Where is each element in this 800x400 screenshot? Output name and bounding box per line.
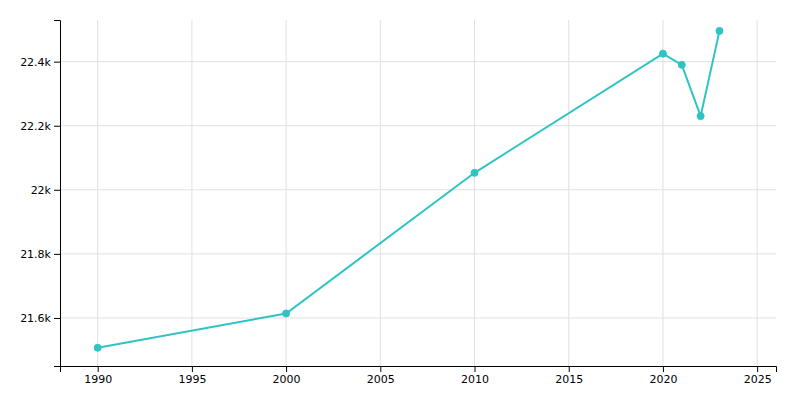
tick-mark <box>98 366 99 372</box>
tick-label: 22.2k <box>20 120 51 133</box>
tick-label: 2020 <box>649 373 677 386</box>
tick-label: 2005 <box>367 373 395 386</box>
grid-line-x <box>380 20 381 366</box>
grid-line-x <box>191 20 192 366</box>
tick-label: 1995 <box>178 373 206 386</box>
grid-line-y <box>60 189 776 190</box>
tick-label: 21.6k <box>20 312 51 325</box>
tick-mark <box>54 190 60 191</box>
axis-line <box>61 367 777 373</box>
tick: 22.2k <box>20 120 60 133</box>
tick-mark <box>475 366 476 372</box>
plot-area: 1990199520002005201020152020202521.6k21.… <box>20 20 776 386</box>
grid-line-x <box>97 20 98 366</box>
grid-line-y <box>60 125 776 126</box>
chart-svg: 1990199520002005201020152020202521.6k21.… <box>0 0 800 400</box>
tick-label: 22.4k <box>20 56 51 69</box>
tick-label: 1990 <box>84 373 112 386</box>
tick-label: 2025 <box>744 373 772 386</box>
tick-mark <box>286 366 287 372</box>
marks <box>94 27 723 351</box>
point <box>283 310 290 317</box>
grid-line-x <box>568 20 569 366</box>
tick: 1990 <box>84 366 112 386</box>
tick-mark <box>757 366 758 372</box>
grid-line-y <box>60 253 776 254</box>
tick-mark <box>569 366 570 372</box>
tick: 2005 <box>367 366 395 386</box>
tick: 1995 <box>178 366 206 386</box>
axis-line <box>54 21 61 367</box>
y-axis: 21.6k 21.8k 22k 22.2k 22.4k <box>20 21 60 367</box>
x-axis: 1990 1995 2000 2005 2010 2015 2020 2025 <box>61 366 777 386</box>
tick: 22.4k <box>20 56 60 69</box>
tick-mark <box>54 254 60 255</box>
tick-mark <box>380 366 381 372</box>
grid-line-y <box>60 317 776 318</box>
line <box>98 31 720 348</box>
tick: 2025 <box>744 366 772 386</box>
tick: 2020 <box>649 366 677 386</box>
tick-mark <box>54 126 60 127</box>
grid-line-x <box>662 20 663 366</box>
point <box>678 61 685 68</box>
point <box>94 344 101 351</box>
grid-line-x <box>474 20 475 366</box>
tick-label: 22k <box>31 184 52 197</box>
grid-line-y <box>60 61 776 62</box>
tick: 2000 <box>273 366 301 386</box>
point <box>471 169 478 176</box>
tick: 21.6k <box>20 312 60 325</box>
point <box>659 50 666 57</box>
tick-mark <box>663 366 664 372</box>
point <box>716 27 723 34</box>
tick-mark <box>192 366 193 372</box>
chart-container: 1990199520002005201020152020202521.6k21.… <box>0 0 800 400</box>
grid <box>60 20 776 366</box>
tick: 2010 <box>461 366 489 386</box>
tick: 21.8k <box>20 248 60 261</box>
grid-line-x <box>757 20 758 366</box>
point <box>697 113 704 120</box>
tick: 22k <box>31 184 60 197</box>
tick-label: 2000 <box>273 373 301 386</box>
tick-mark <box>54 62 60 63</box>
tick-label: 2015 <box>555 373 583 386</box>
tick-mark <box>54 318 60 319</box>
tick: 2015 <box>555 366 583 386</box>
tick-label: 2010 <box>461 373 489 386</box>
tick-label: 21.8k <box>20 248 51 261</box>
